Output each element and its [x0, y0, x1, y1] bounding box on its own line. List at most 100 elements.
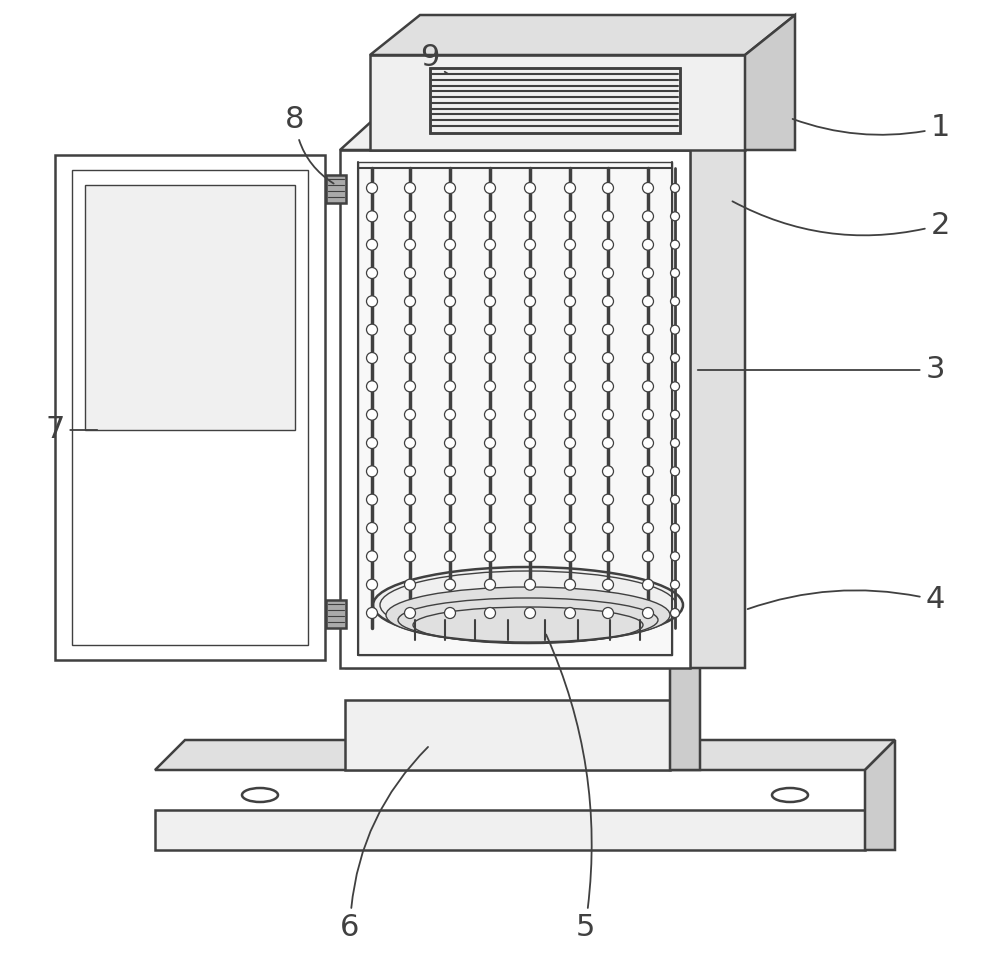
- Circle shape: [602, 438, 614, 448]
- Circle shape: [602, 296, 614, 307]
- Circle shape: [670, 524, 680, 532]
- Circle shape: [404, 352, 416, 364]
- Circle shape: [484, 267, 496, 279]
- Circle shape: [670, 297, 680, 306]
- Circle shape: [602, 380, 614, 392]
- Circle shape: [404, 466, 416, 477]
- Circle shape: [564, 579, 576, 590]
- Circle shape: [484, 211, 496, 222]
- Circle shape: [642, 608, 654, 619]
- Circle shape: [366, 409, 378, 420]
- Text: 3: 3: [698, 355, 945, 384]
- Circle shape: [404, 409, 416, 420]
- Circle shape: [602, 211, 614, 222]
- Circle shape: [444, 239, 456, 250]
- Circle shape: [602, 352, 614, 364]
- Circle shape: [564, 324, 576, 335]
- Ellipse shape: [373, 567, 683, 643]
- Polygon shape: [155, 810, 865, 850]
- Circle shape: [642, 239, 654, 250]
- Circle shape: [564, 495, 576, 505]
- Circle shape: [484, 296, 496, 307]
- Circle shape: [404, 495, 416, 505]
- Circle shape: [642, 579, 654, 590]
- Circle shape: [524, 380, 536, 392]
- Circle shape: [564, 296, 576, 307]
- Circle shape: [444, 183, 456, 194]
- Circle shape: [564, 608, 576, 619]
- Circle shape: [602, 324, 614, 335]
- Circle shape: [602, 495, 614, 505]
- Circle shape: [484, 409, 496, 420]
- Polygon shape: [670, 638, 700, 770]
- Circle shape: [444, 495, 456, 505]
- Circle shape: [524, 579, 536, 590]
- Bar: [430, 68, 680, 133]
- Circle shape: [444, 380, 456, 392]
- Circle shape: [642, 409, 654, 420]
- Circle shape: [602, 466, 614, 477]
- Circle shape: [602, 267, 614, 279]
- Circle shape: [444, 352, 456, 364]
- Circle shape: [444, 267, 456, 279]
- Circle shape: [484, 352, 496, 364]
- Circle shape: [602, 409, 614, 420]
- Circle shape: [564, 211, 576, 222]
- Circle shape: [670, 609, 680, 618]
- Circle shape: [484, 551, 496, 561]
- Circle shape: [642, 523, 654, 533]
- Circle shape: [524, 296, 536, 307]
- Circle shape: [366, 495, 378, 505]
- Circle shape: [642, 466, 654, 477]
- Circle shape: [366, 267, 378, 279]
- Circle shape: [484, 579, 496, 590]
- Text: 7: 7: [45, 415, 97, 444]
- Circle shape: [670, 268, 680, 278]
- Circle shape: [366, 239, 378, 250]
- Circle shape: [404, 211, 416, 222]
- Circle shape: [602, 608, 614, 619]
- Circle shape: [642, 211, 654, 222]
- Circle shape: [444, 296, 456, 307]
- Circle shape: [404, 296, 416, 307]
- Circle shape: [404, 267, 416, 279]
- Circle shape: [444, 551, 456, 561]
- Circle shape: [484, 608, 496, 619]
- Circle shape: [484, 380, 496, 392]
- Circle shape: [670, 353, 680, 362]
- Circle shape: [444, 324, 456, 335]
- Polygon shape: [370, 15, 795, 55]
- Polygon shape: [340, 100, 745, 150]
- Circle shape: [564, 466, 576, 477]
- Text: 6: 6: [340, 747, 428, 943]
- Polygon shape: [345, 638, 700, 668]
- Polygon shape: [155, 740, 895, 770]
- Circle shape: [366, 466, 378, 477]
- Circle shape: [642, 324, 654, 335]
- Circle shape: [484, 183, 496, 194]
- Circle shape: [524, 466, 536, 477]
- Circle shape: [444, 466, 456, 477]
- Text: 5: 5: [546, 635, 595, 943]
- Polygon shape: [85, 185, 295, 430]
- Circle shape: [366, 296, 378, 307]
- Polygon shape: [865, 740, 895, 850]
- Text: 4: 4: [748, 586, 945, 615]
- Polygon shape: [745, 15, 795, 150]
- Circle shape: [670, 212, 680, 221]
- Circle shape: [524, 495, 536, 505]
- Circle shape: [670, 439, 680, 447]
- Circle shape: [484, 239, 496, 250]
- Circle shape: [484, 438, 496, 448]
- Circle shape: [444, 523, 456, 533]
- Polygon shape: [358, 162, 672, 655]
- Circle shape: [366, 608, 378, 619]
- Circle shape: [564, 352, 576, 364]
- Circle shape: [366, 211, 378, 222]
- Circle shape: [524, 211, 536, 222]
- Circle shape: [642, 438, 654, 448]
- Circle shape: [670, 325, 680, 334]
- Circle shape: [524, 239, 536, 250]
- Circle shape: [670, 410, 680, 419]
- Text: 9: 9: [420, 44, 448, 74]
